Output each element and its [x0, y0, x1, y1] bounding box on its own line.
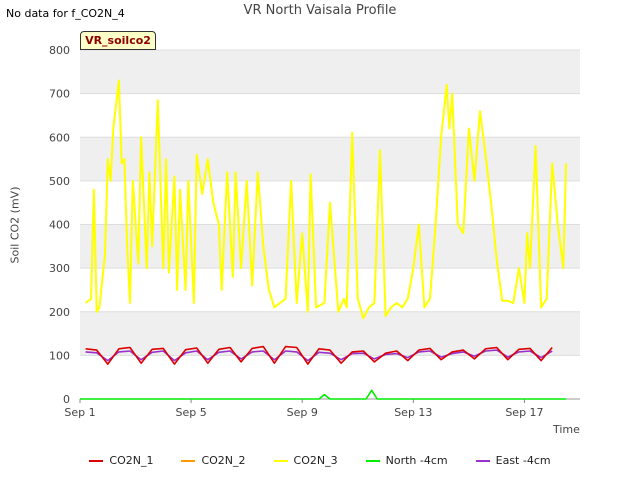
- y-tick-label: 100: [49, 349, 70, 362]
- y-tick-label: 500: [49, 175, 70, 188]
- plot-band: [80, 50, 580, 94]
- x-tick-label: Sep 5: [175, 406, 206, 419]
- y-tick-label: 600: [49, 131, 70, 144]
- legend-swatch: [365, 459, 380, 462]
- legend-label: CO2N_1: [109, 454, 154, 467]
- series-line-co2n-3: [84, 79, 568, 320]
- y-tick-label: 300: [49, 262, 70, 275]
- chart-title: VR North Vaisala Profile: [243, 3, 397, 18]
- legend-label: East -4cm: [495, 454, 551, 467]
- plot-band: [80, 137, 580, 181]
- plot-band: [80, 224, 580, 269]
- legend-label: CO2N_3: [293, 454, 338, 467]
- x-axis-label: Time: [553, 423, 580, 436]
- legend-item-co2n2[interactable]: CO2N_2: [181, 454, 246, 467]
- legend-swatch: [273, 459, 288, 462]
- x-tick-label: Sep 17: [505, 406, 543, 419]
- no-data-message: No data for f_CO2N_4: [6, 7, 125, 20]
- y-tick-label: 400: [49, 219, 70, 232]
- site-tag: VR_soilco2: [80, 31, 156, 50]
- series-line-east-4cm: [85, 349, 553, 362]
- legend-swatch: [89, 459, 104, 462]
- y-axis-label: Soil CO2 (mV): [8, 186, 22, 264]
- legend-item-co2n3[interactable]: CO2N_3: [273, 454, 338, 467]
- y-axis-ticks: 0 100 200 300 400 500 600 700 800: [49, 44, 70, 406]
- legend-item-north-4cm[interactable]: North -4cm: [365, 454, 448, 467]
- x-tick-label: Sep 13: [394, 406, 432, 419]
- legend-swatch: [181, 459, 196, 462]
- legend-item-east-4cm[interactable]: East -4cm: [475, 454, 551, 467]
- x-tick-label: Sep 9: [287, 406, 318, 419]
- y-tick-label: 0: [63, 393, 70, 406]
- legend-label: CO2N_2: [201, 454, 246, 467]
- legend-item-co2n1[interactable]: CO2N_1: [89, 454, 153, 467]
- x-axis-ticks: Sep 1 Sep 5 Sep 9 Sep 13 Sep 17: [64, 399, 544, 419]
- x-tick-label: Sep 1: [64, 406, 95, 419]
- legend-swatch: [475, 459, 490, 462]
- legend-label: North -4cm: [385, 454, 448, 467]
- series-line-co2n-1: [85, 345, 553, 365]
- plot-bands: [80, 50, 580, 399]
- y-tick-label: 200: [49, 306, 70, 319]
- legend: CO2N_1 CO2N_2 CO2N_3 North -4cm East -4c…: [0, 454, 640, 467]
- y-tick-label: 800: [49, 44, 70, 57]
- y-tick-label: 700: [49, 88, 70, 101]
